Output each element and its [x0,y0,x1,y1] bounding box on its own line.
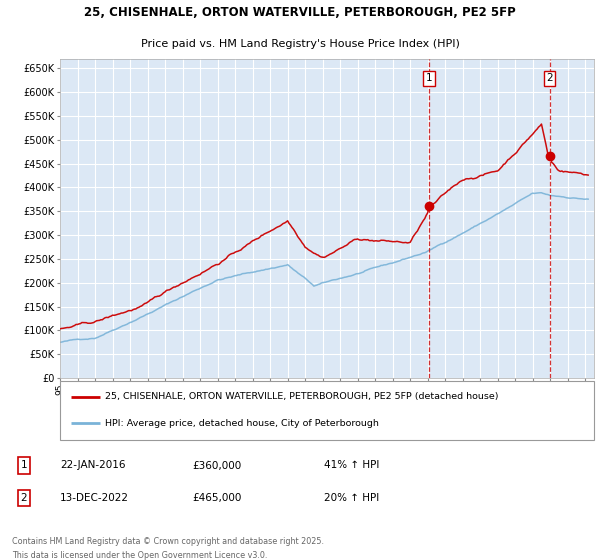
Text: 20% ↑ HPI: 20% ↑ HPI [324,493,379,503]
Text: 2: 2 [20,493,28,503]
Text: 13-DEC-2022: 13-DEC-2022 [60,493,129,503]
Text: 1: 1 [425,73,432,83]
Text: 41% ↑ HPI: 41% ↑ HPI [324,460,379,470]
Text: Contains HM Land Registry data © Crown copyright and database right 2025.: Contains HM Land Registry data © Crown c… [12,536,324,545]
Text: This data is licensed under the Open Government Licence v3.0.: This data is licensed under the Open Gov… [12,552,268,560]
Text: £465,000: £465,000 [192,493,241,503]
Text: £360,000: £360,000 [192,460,241,470]
Text: 2: 2 [546,73,553,83]
Text: HPI: Average price, detached house, City of Peterborough: HPI: Average price, detached house, City… [106,419,379,428]
Text: Price paid vs. HM Land Registry's House Price Index (HPI): Price paid vs. HM Land Registry's House … [140,39,460,49]
Text: 22-JAN-2016: 22-JAN-2016 [60,460,125,470]
FancyBboxPatch shape [60,381,594,440]
Text: 25, CHISENHALE, ORTON WATERVILLE, PETERBOROUGH, PE2 5FP: 25, CHISENHALE, ORTON WATERVILLE, PETERB… [84,6,516,20]
Text: 25, CHISENHALE, ORTON WATERVILLE, PETERBOROUGH, PE2 5FP (detached house): 25, CHISENHALE, ORTON WATERVILLE, PETERB… [106,392,499,401]
Text: 1: 1 [20,460,28,470]
